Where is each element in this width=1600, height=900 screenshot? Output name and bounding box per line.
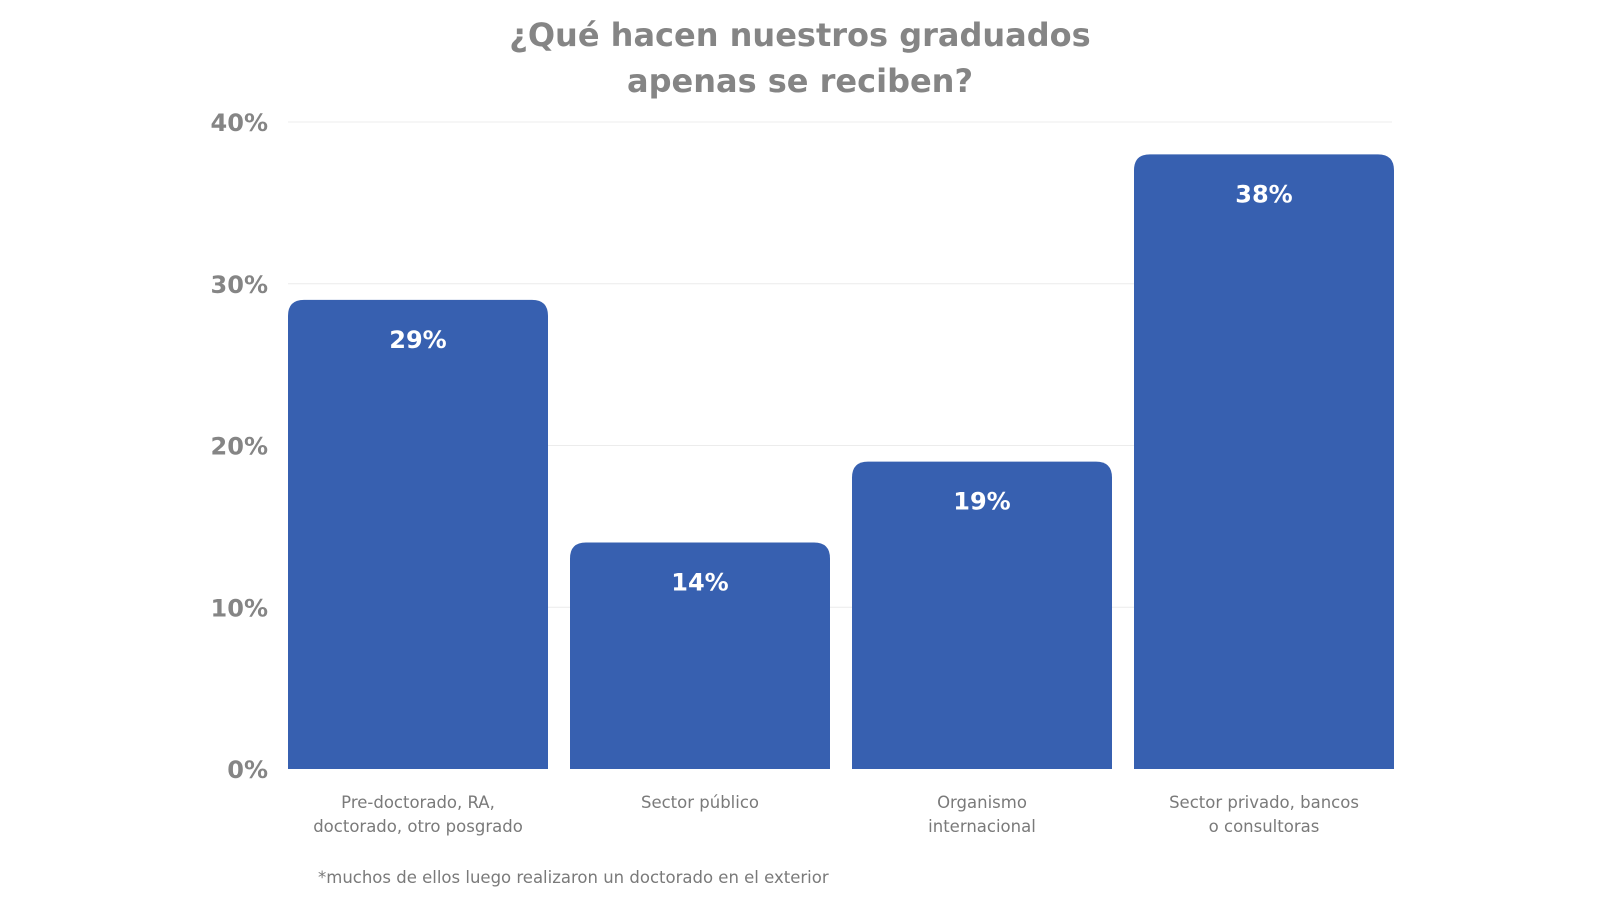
bar-value-label: 19%: [953, 488, 1010, 516]
y-tick-label: 40%: [211, 109, 268, 137]
bar: [1134, 154, 1394, 770]
bar: [288, 299, 548, 769]
bar-value-label: 38%: [1235, 180, 1292, 208]
category-labels: Pre-doctorado, RA, doctorado, otro posgra…: [313, 793, 1359, 836]
y-tick-label: 20%: [211, 433, 268, 461]
category-label: Sector privado, bancos: [1169, 793, 1359, 812]
category-label: Organismo: [937, 793, 1027, 812]
chart-title-line-2: apenas se reciben?: [626, 62, 974, 100]
bar-value-label: 14%: [671, 569, 728, 597]
bars: [288, 154, 1394, 770]
bar: [570, 542, 830, 769]
category-label: Sector público: [641, 793, 759, 812]
y-tick-label: 10%: [211, 594, 268, 622]
chart-title: ¿Qué hacen nuestros graduados apenas se …: [0, 12, 1600, 104]
y-tick-label: 30%: [211, 271, 268, 299]
bar-value-label: 29%: [389, 326, 446, 354]
value-labels: 29% 14% 19% 38%: [389, 180, 1292, 596]
y-tick-label: 0%: [227, 756, 268, 784]
category-label: internacional: [928, 817, 1036, 836]
y-axis-tick-labels: 0% 10% 20% 30% 40%: [211, 109, 268, 784]
chart-title-line-1: ¿Qué hacen nuestros graduados: [509, 16, 1091, 54]
bar: [852, 461, 1112, 769]
category-label: doctorado, otro posgrado: [313, 817, 523, 836]
category-label: Pre-doctorado, RA,: [341, 793, 495, 812]
footnote: *muchos de ellos luego realizaron un doc…: [318, 868, 829, 887]
category-label: o consultoras: [1209, 817, 1320, 836]
